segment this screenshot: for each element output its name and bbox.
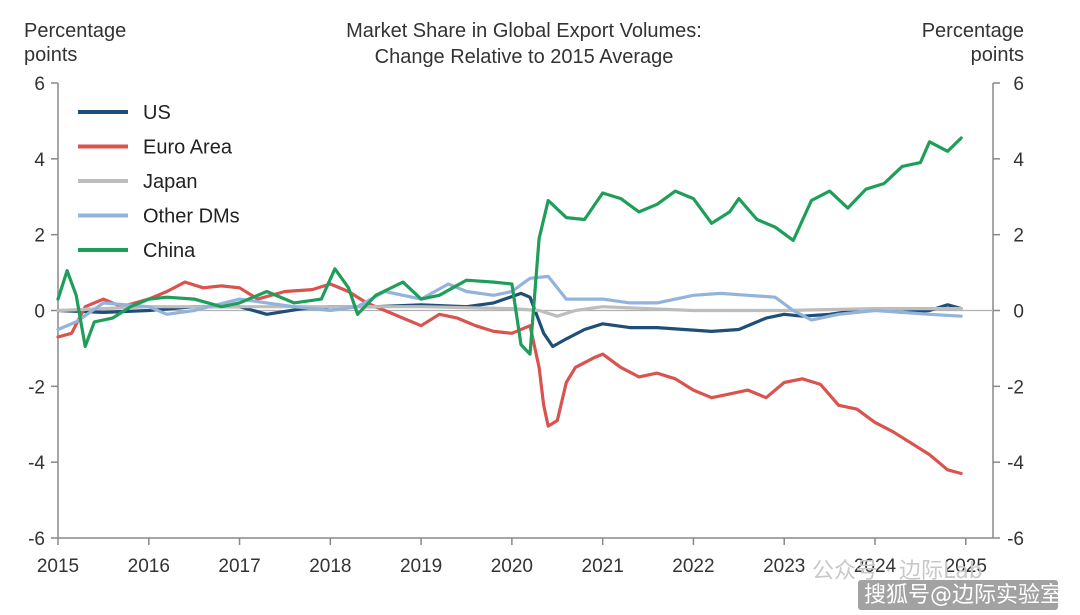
legend-label: Euro Area	[143, 137, 233, 159]
legend-label: Other DMs	[143, 206, 240, 228]
chart-subtitle: Change Relative to 2015 Average	[375, 46, 674, 68]
chart-title: Market Share in Global Export Volumes:	[346, 20, 702, 42]
watermark-text-2: 搜狐号@边际实验室	[864, 583, 1062, 608]
axis-title-line: points	[24, 44, 77, 66]
legend-label: Japan	[143, 171, 198, 193]
axes-layer: 6 6 4 4 2 2 0 0 -2 -2 -4 -4 -6 -6 2015 2016 2017 2018 2019…	[28, 74, 1024, 577]
y-tick-label-left: -2	[28, 377, 45, 398]
watermark-text-1: 公众号 · 边际Lab	[812, 559, 983, 584]
left-axis-title: Percentage points	[24, 20, 126, 66]
legend-label: US	[143, 102, 171, 124]
y-tick-label-right: -6	[1007, 529, 1024, 550]
y-tick-label-left: 2	[34, 226, 45, 247]
x-tick-label: 2023	[763, 556, 805, 577]
x-tick-label: 2018	[309, 556, 351, 577]
series-line-euro-area	[56, 280, 963, 476]
axis-title-line: Percentage	[24, 20, 126, 42]
right-axis-title: Percentage points	[922, 20, 1024, 66]
y-tick-label-right: -2	[1007, 377, 1024, 398]
axis-title-line: points	[971, 44, 1024, 66]
series-line-china	[56, 136, 963, 356]
y-tick-label-right: 6	[1013, 74, 1024, 95]
x-tick-label: 2017	[218, 556, 260, 577]
y-tick-label-left: 6	[34, 74, 45, 95]
axis-title-line: Percentage	[922, 20, 1024, 42]
series-line-japan	[56, 305, 963, 318]
y-tick-label-right: 0	[1013, 302, 1024, 323]
x-tick-label: 2019	[400, 556, 442, 577]
x-tick-label: 2021	[582, 556, 624, 577]
x-tick-label: 2025	[945, 556, 987, 577]
x-tick-label: 2020	[491, 556, 533, 577]
legend-label: China	[143, 240, 196, 262]
y-tick-label-left: 0	[34, 302, 45, 323]
x-tick-label: 2024	[854, 556, 897, 577]
y-tick-label-right: 2	[1013, 226, 1024, 247]
y-tick-label-left: -6	[28, 529, 45, 550]
x-tick-label: 2016	[128, 556, 170, 577]
y-tick-label-right: 4	[1013, 150, 1024, 171]
y-tick-label-right: -4	[1007, 453, 1024, 474]
y-tick-label-left: 4	[34, 150, 45, 171]
x-tick-label: 2022	[672, 556, 714, 577]
series-line-us	[56, 291, 963, 349]
text-layer: Market Share in Global Export Volumes: C…	[24, 20, 1024, 68]
watermark-bg	[858, 580, 1058, 610]
y-tick-label-left: -4	[28, 453, 45, 474]
series-layer	[56, 136, 963, 476]
x-tick-label: 2015	[37, 556, 79, 577]
watermark: 公众号 · 边际Lab 搜狐号@边际实验室	[812, 559, 1062, 610]
legend: US Euro Area Japan Other DMs China	[78, 102, 240, 262]
